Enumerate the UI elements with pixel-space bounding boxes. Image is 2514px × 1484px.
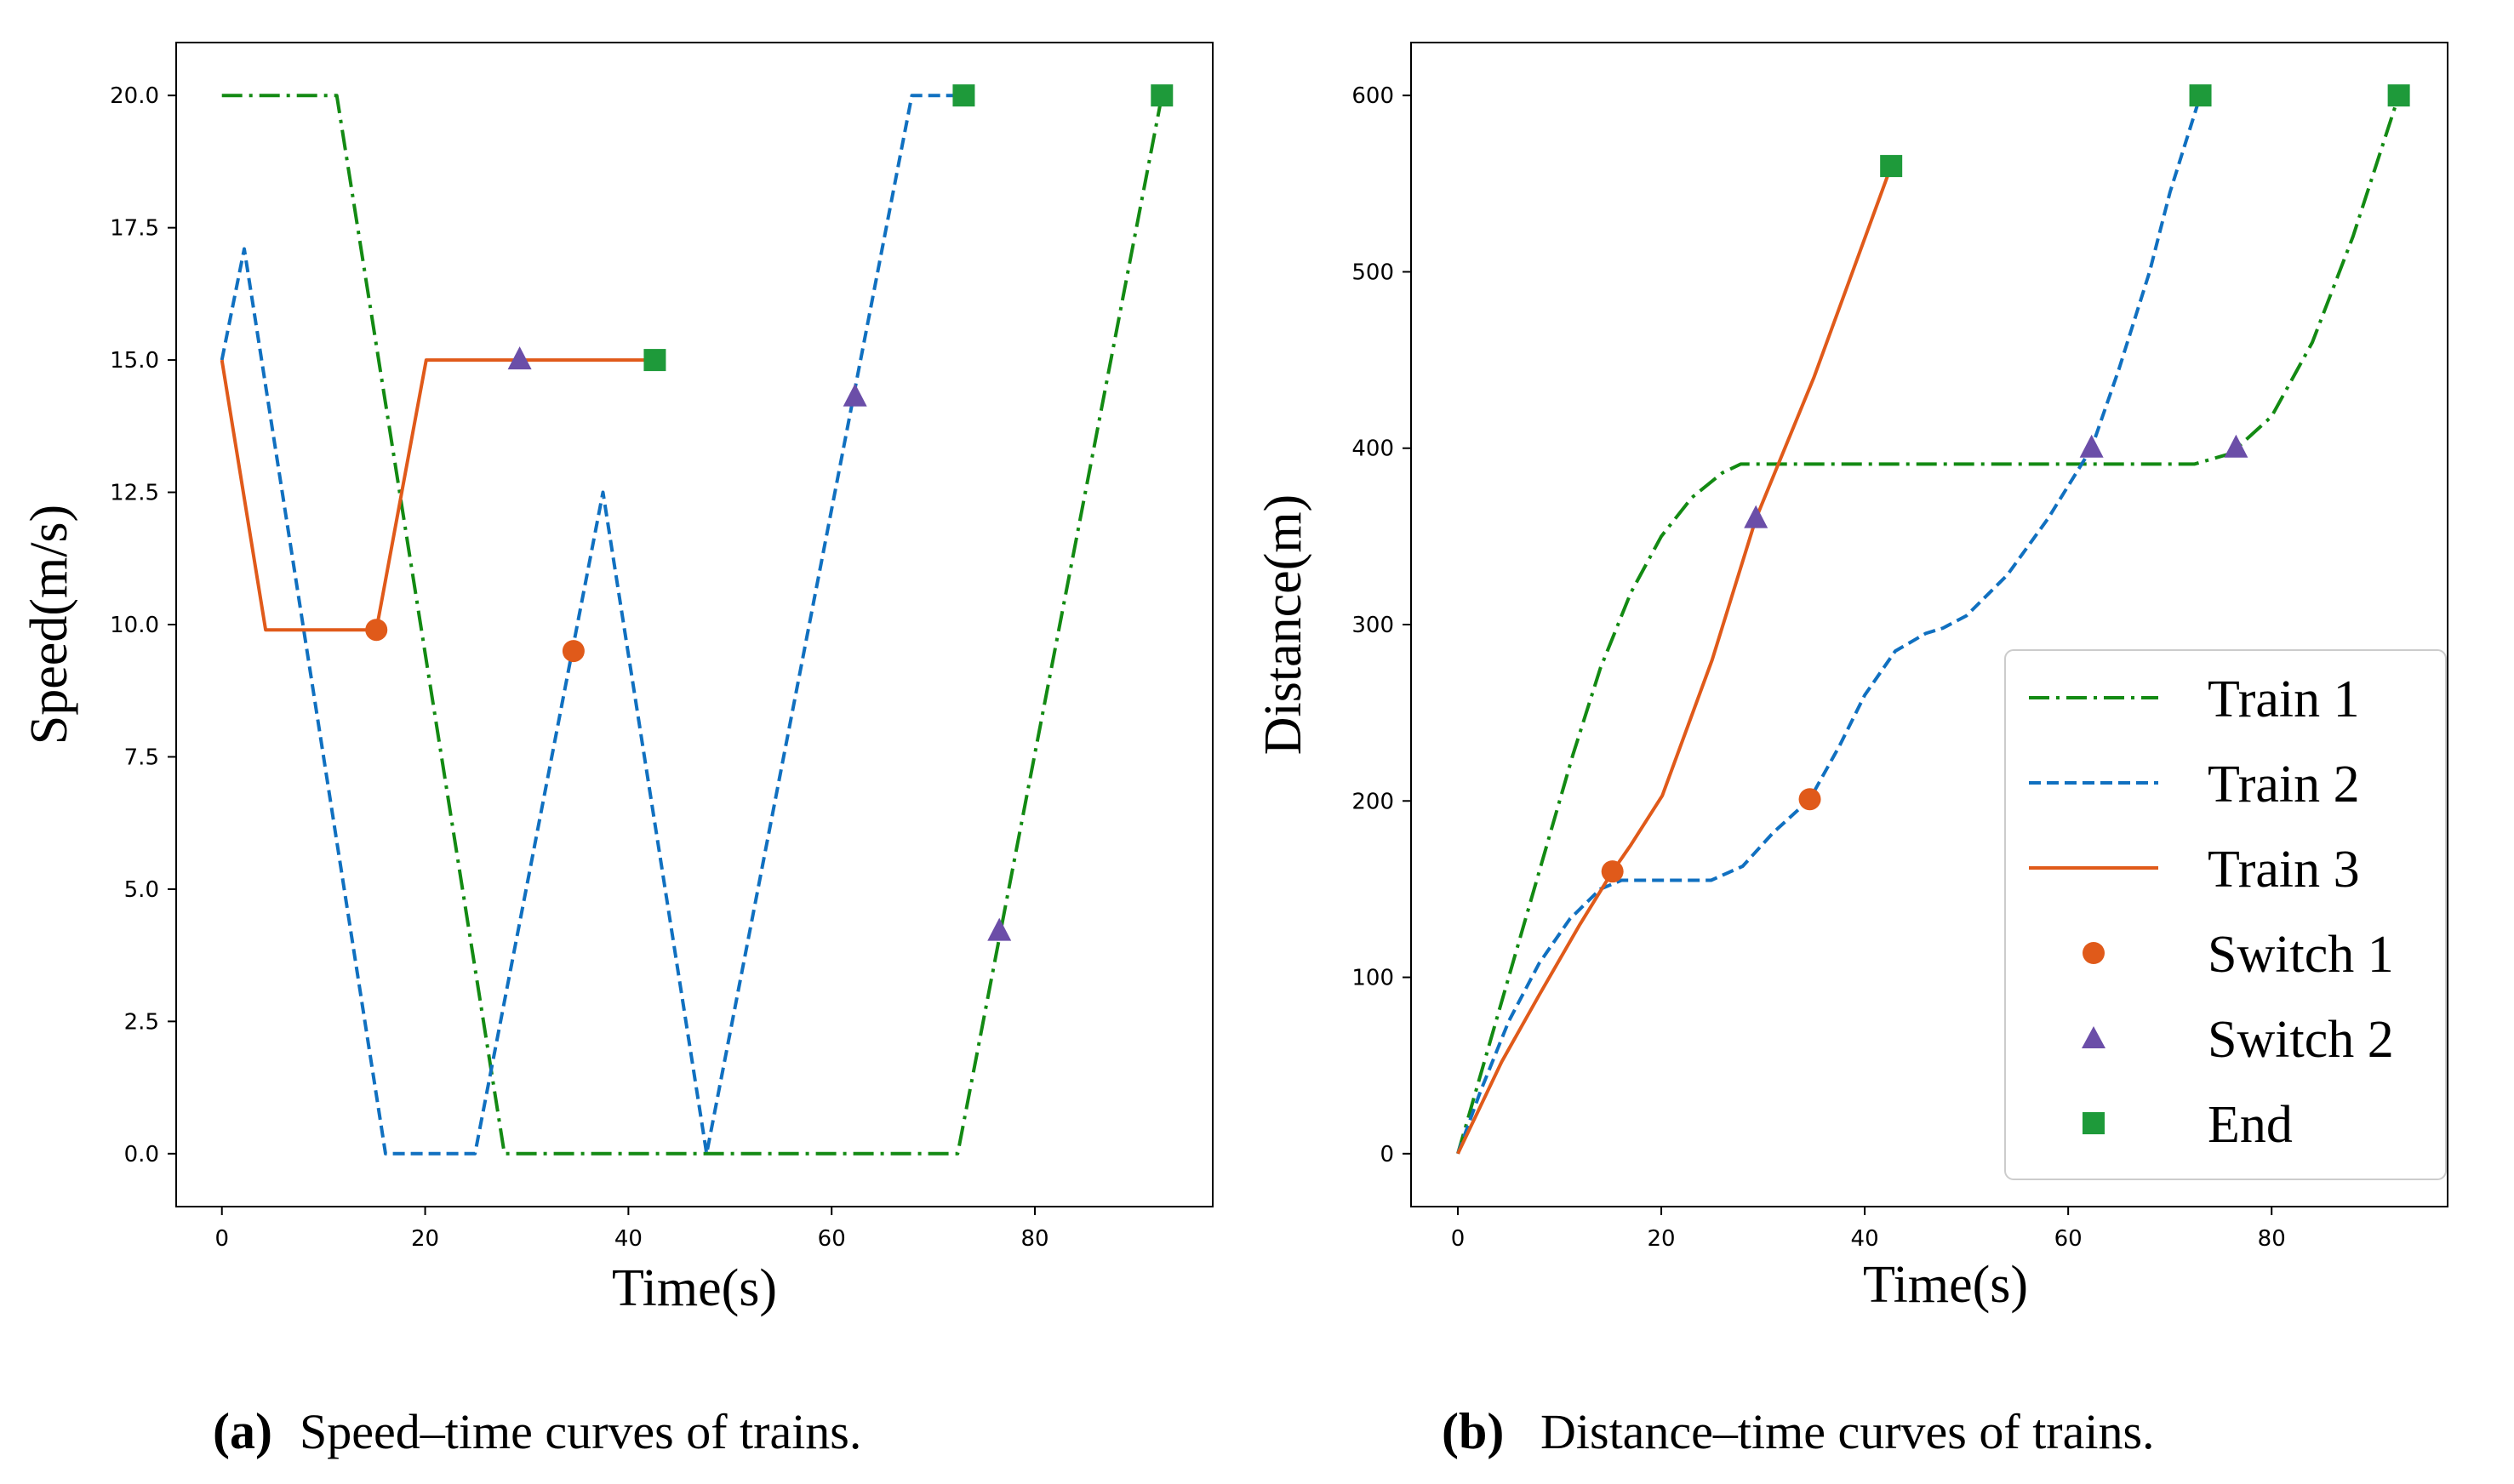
y-axis-label: Speed(m/s) bbox=[20, 505, 78, 745]
series-train-1 bbox=[221, 94, 1164, 1156]
legend-switch2-marker bbox=[2082, 1026, 2105, 1048]
speed-time-chart: 0 20 40 60 80 0.0 2.5 5.0 7.5 10.0 12.5 15.0 17.5 20.… bbox=[20, 42, 1214, 1317]
x-tick-label: 20 bbox=[1647, 1226, 1675, 1252]
x-tick-label: 80 bbox=[1020, 1226, 1048, 1252]
y-tick-label: 15.0 bbox=[110, 348, 159, 374]
data-markers bbox=[1601, 84, 2410, 883]
legend-end-marker bbox=[2083, 1112, 2105, 1134]
marker-end bbox=[2387, 84, 2410, 107]
marker-switch-1 bbox=[562, 640, 585, 663]
data-markers bbox=[365, 84, 1174, 941]
marker-switch-2 bbox=[2224, 434, 2248, 458]
caption-b-label: (b) bbox=[1442, 1403, 1504, 1459]
y-tick-label: 500 bbox=[1351, 260, 1394, 285]
x-tick-label: 40 bbox=[1851, 1226, 1879, 1252]
y-tick-label: 17.5 bbox=[110, 216, 159, 242]
x-tick-label: 60 bbox=[818, 1226, 846, 1252]
x-tick-label: 20 bbox=[411, 1226, 439, 1252]
caption-b: (b) Distance–time curves of trains. bbox=[1442, 1403, 2155, 1459]
marker-switch-2 bbox=[987, 917, 1012, 941]
legend-label-train2: Train 2 bbox=[2208, 756, 2360, 813]
y-tick-label: 300 bbox=[1351, 613, 1394, 638]
legend: Train 1 Train 2 Train 3 Switch 1 Switch … bbox=[2004, 649, 2447, 1180]
legend-label-train3: Train 3 bbox=[2208, 841, 2360, 899]
y-tick-label: 600 bbox=[1351, 83, 1394, 109]
y-tick-label: 10.0 bbox=[110, 613, 159, 638]
x-tick-label: 0 bbox=[1451, 1226, 1466, 1252]
marker-end bbox=[643, 349, 666, 372]
marker-end bbox=[2189, 84, 2212, 107]
y-tick-label: 200 bbox=[1351, 789, 1394, 814]
y-tick-label: 12.5 bbox=[110, 481, 159, 506]
legend-label-switch2: Switch 2 bbox=[2208, 1011, 2394, 1069]
marker-end bbox=[952, 84, 975, 107]
y-tick-label: 2.5 bbox=[124, 1009, 159, 1035]
axis-ticks: 0 20 40 60 80 0.0 2.5 5.0 7.5 10.0 12.5 15.0 17.5 20.… bbox=[110, 83, 1048, 1252]
y-axis-label: Distance(m) bbox=[1254, 494, 1312, 755]
legend-switch1-marker bbox=[2083, 942, 2105, 964]
x-tick-label: 0 bbox=[214, 1226, 229, 1252]
legend-box bbox=[2004, 649, 2447, 1180]
y-tick-label: 5.0 bbox=[124, 877, 159, 903]
marker-switch-1 bbox=[1601, 860, 1624, 883]
x-axis-label: Time(s) bbox=[612, 1259, 777, 1317]
data-series bbox=[220, 94, 1164, 1156]
caption-a-text: Speed–time curves of trains. bbox=[300, 1404, 861, 1459]
marker-switch-2 bbox=[1744, 505, 1768, 528]
marker-switch-1 bbox=[365, 619, 388, 642]
series-train-2 bbox=[220, 94, 964, 1156]
legend-label-train1: Train 1 bbox=[2208, 671, 2360, 728]
x-tick-label: 80 bbox=[2258, 1226, 2286, 1252]
plot-frame bbox=[175, 42, 1214, 1207]
legend-label-end: End bbox=[2208, 1096, 2293, 1154]
y-tick-label: 0 bbox=[1380, 1142, 1394, 1167]
x-tick-label: 40 bbox=[614, 1226, 643, 1252]
y-tick-label: 100 bbox=[1351, 966, 1394, 991]
x-tick-label: 60 bbox=[2054, 1226, 2083, 1252]
y-tick-label: 20.0 bbox=[110, 83, 159, 109]
series-train-3 bbox=[220, 358, 655, 632]
marker-switch-2 bbox=[2079, 434, 2104, 458]
x-axis-label: Time(s) bbox=[1863, 1256, 2028, 1314]
caption-a-label: (a) bbox=[213, 1403, 272, 1459]
y-tick-label: 0.0 bbox=[124, 1142, 159, 1167]
marker-end bbox=[1880, 155, 1903, 178]
caption-b-text: Distance–time curves of trains. bbox=[1540, 1404, 2155, 1459]
y-tick-label: 7.5 bbox=[124, 745, 159, 770]
axis-ticks: 0 20 40 60 80 0 100 200 300 400 500 600 bbox=[1351, 83, 2285, 1252]
distance-time-chart: 0 20 40 60 80 0 100 200 300 400 500 600 Time(s) Dis… bbox=[1254, 42, 2448, 1314]
series-train-3 bbox=[1456, 165, 1894, 1155]
marker-end bbox=[1151, 84, 1174, 107]
y-tick-label: 400 bbox=[1351, 437, 1394, 462]
marker-switch-2 bbox=[507, 346, 532, 370]
series-train-1 bbox=[1456, 94, 2401, 1155]
marker-switch-2 bbox=[843, 383, 867, 407]
legend-label-switch1: Switch 1 bbox=[2208, 926, 2394, 984]
marker-switch-1 bbox=[1798, 788, 1821, 811]
caption-a: (a) Speed–time curves of trains. bbox=[213, 1403, 861, 1459]
